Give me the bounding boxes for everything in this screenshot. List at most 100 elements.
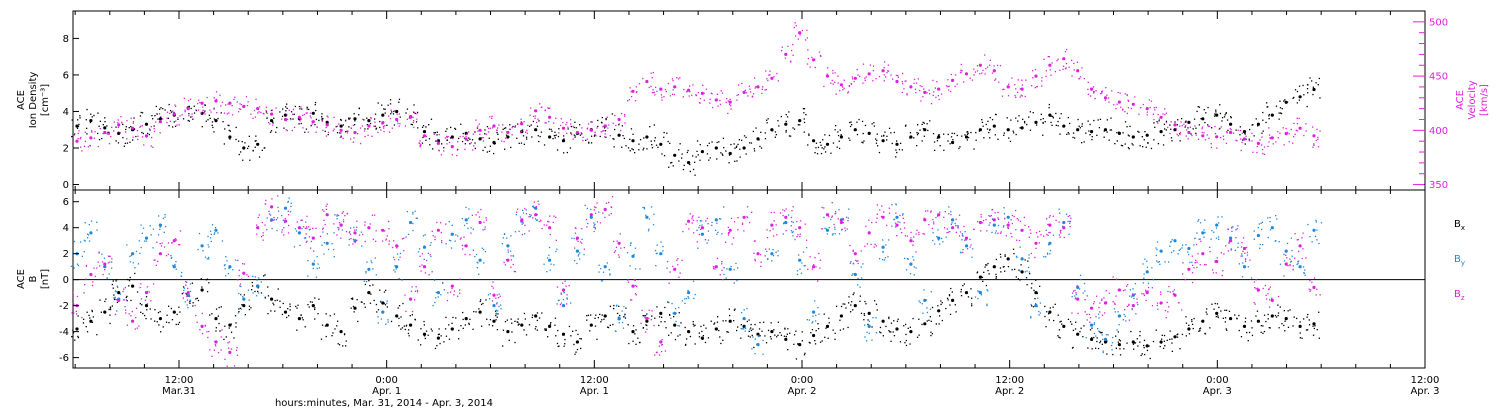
ion-density-sample bbox=[1219, 112, 1222, 115]
velocity-sample bbox=[807, 57, 809, 60]
bz-sample bbox=[256, 233, 258, 235]
velocity-sample bbox=[886, 70, 889, 72]
ion-density-sample bbox=[228, 124, 230, 127]
ion-density-sample bbox=[321, 118, 323, 120]
ion-density-sample bbox=[488, 137, 490, 139]
by-point bbox=[1298, 265, 1302, 269]
ion-density-sample bbox=[354, 124, 356, 126]
by-sample bbox=[696, 229, 698, 231]
bz-sample bbox=[865, 225, 867, 227]
bz-sample bbox=[306, 227, 308, 229]
by-sample bbox=[980, 294, 983, 296]
bz-sample bbox=[888, 207, 890, 209]
bz-sample bbox=[182, 292, 185, 294]
by-sample bbox=[1241, 276, 1244, 278]
bx-sample bbox=[847, 326, 849, 329]
velocity-sample bbox=[152, 146, 154, 148]
ion-density-sample bbox=[554, 137, 556, 139]
by-sample bbox=[1105, 334, 1108, 336]
velocity-sample bbox=[155, 121, 157, 123]
bx-sample bbox=[848, 302, 850, 304]
bz-point bbox=[923, 218, 927, 222]
bz-sample bbox=[612, 240, 615, 243]
velocity-sample bbox=[1101, 92, 1103, 94]
by-sample bbox=[1304, 269, 1306, 271]
velocity-sample bbox=[660, 94, 663, 96]
ion-density-sample bbox=[575, 127, 577, 129]
velocity-sample bbox=[923, 88, 925, 90]
bx-sample bbox=[1225, 309, 1228, 311]
velocity-sample bbox=[440, 154, 443, 156]
velocity-sample bbox=[1312, 126, 1314, 128]
ion-density-sample bbox=[863, 140, 865, 142]
velocity-sample bbox=[769, 74, 771, 76]
by-point bbox=[1312, 228, 1316, 232]
bz-sample bbox=[375, 240, 377, 242]
velocity-sample bbox=[259, 106, 261, 108]
velocity-sample bbox=[744, 89, 746, 91]
ion-density-sample bbox=[122, 137, 124, 139]
ion-density-sample bbox=[563, 135, 565, 137]
by-sample bbox=[834, 210, 837, 213]
ion-density-sample bbox=[454, 127, 456, 130]
velocity-sample bbox=[648, 86, 650, 89]
bz-point bbox=[534, 213, 538, 217]
ion-density-sample bbox=[290, 111, 293, 113]
velocity-sample bbox=[1126, 94, 1128, 96]
by-sample bbox=[538, 220, 540, 223]
by-sample bbox=[467, 227, 469, 230]
bz-sample bbox=[492, 281, 494, 283]
bz-sample bbox=[741, 223, 744, 225]
by-sample bbox=[1125, 320, 1127, 322]
by-sample bbox=[1067, 220, 1069, 223]
bx-sample bbox=[1234, 314, 1236, 316]
ion-density-sample bbox=[1224, 114, 1226, 116]
bz-sample bbox=[459, 238, 462, 240]
bz-sample bbox=[1255, 288, 1257, 290]
bz-sample bbox=[746, 206, 749, 208]
velocity-sample bbox=[1016, 91, 1019, 93]
bz-point bbox=[325, 213, 329, 217]
velocity-sample bbox=[608, 124, 610, 126]
velocity-sample bbox=[1122, 109, 1124, 111]
bz-sample bbox=[247, 275, 250, 278]
velocity-sample bbox=[1019, 96, 1021, 98]
by-sample bbox=[226, 260, 228, 262]
by-sample bbox=[562, 298, 565, 301]
velocity-sample bbox=[1208, 137, 1210, 139]
bz-sample bbox=[354, 241, 356, 244]
bx-sample bbox=[1031, 282, 1033, 285]
by-sample bbox=[489, 298, 491, 300]
bz-sample bbox=[161, 242, 163, 244]
bz-sample bbox=[461, 244, 464, 247]
velocity-point bbox=[131, 126, 135, 130]
ion-density-point bbox=[1034, 120, 1038, 124]
bx-sample bbox=[987, 262, 989, 265]
by-sample bbox=[90, 220, 93, 222]
by-sample bbox=[1289, 258, 1291, 260]
velocity-sample bbox=[470, 142, 472, 144]
velocity-sample bbox=[174, 104, 176, 106]
bz-point bbox=[1034, 241, 1038, 245]
bz-sample bbox=[634, 284, 637, 287]
by-point bbox=[186, 293, 190, 297]
velocity-sample bbox=[850, 83, 852, 85]
ion-density-sample bbox=[375, 127, 378, 129]
bz-sample bbox=[1277, 296, 1280, 298]
by-sample bbox=[744, 330, 746, 332]
velocity-sample bbox=[238, 108, 240, 110]
velocity-sample bbox=[303, 113, 305, 116]
ion-density-sample bbox=[938, 134, 940, 136]
by-sample bbox=[885, 244, 887, 246]
by-sample bbox=[1182, 244, 1184, 246]
bz-sample bbox=[903, 222, 905, 224]
bz-sample bbox=[333, 223, 335, 225]
bx-sample bbox=[1052, 306, 1054, 308]
bz-sample bbox=[799, 236, 801, 238]
bx-sample bbox=[149, 308, 151, 310]
ion-density-sample bbox=[1235, 129, 1237, 131]
ion-density-point bbox=[256, 142, 260, 146]
bz-sample bbox=[574, 247, 576, 249]
ion-density-sample bbox=[1091, 138, 1093, 141]
by-sample bbox=[116, 285, 118, 287]
